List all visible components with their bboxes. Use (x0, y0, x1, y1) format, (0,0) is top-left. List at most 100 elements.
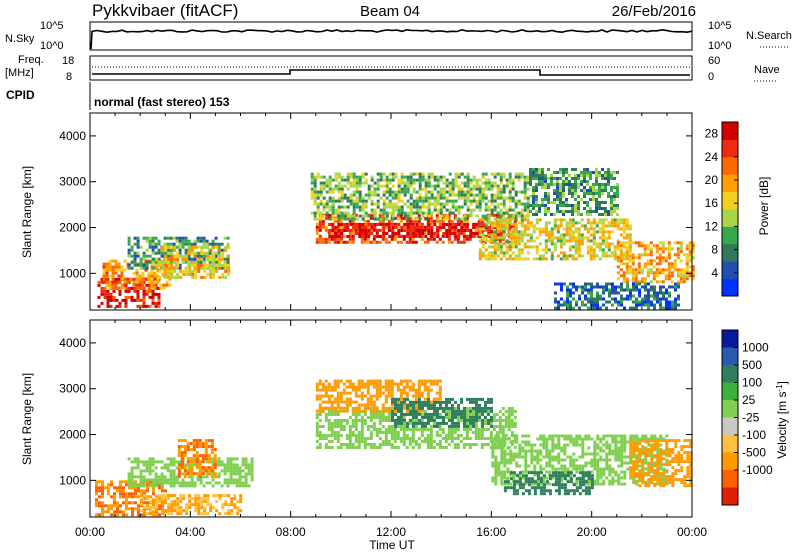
heatmap-cell (167, 272, 171, 276)
heatmap-cell (571, 195, 574, 198)
heatmap-cell (619, 259, 623, 263)
heatmap-cell (450, 222, 454, 226)
heatmap-cell (111, 274, 115, 278)
heatmap-cell (415, 229, 419, 232)
heatmap-cell (406, 181, 410, 185)
heatmap-cell (459, 440, 463, 443)
heatmap-cell (402, 437, 406, 440)
heatmap-cell (181, 481, 185, 485)
heatmap-cell (339, 397, 343, 401)
heatmap-cell (342, 425, 346, 428)
heatmap-cell (691, 277, 695, 281)
heatmap-cell (197, 509, 201, 513)
heatmap-cell (382, 193, 386, 197)
heatmap-cell (172, 457, 176, 461)
heatmap-cell (493, 236, 497, 240)
heatmap-cell (331, 187, 335, 191)
heatmap-cell (394, 190, 398, 194)
heatmap-cell (187, 245, 191, 249)
heatmap-cell (667, 247, 671, 251)
heatmap-cell (403, 397, 406, 401)
heatmap-cell (510, 425, 514, 428)
heatmap-cell (553, 213, 556, 216)
heatmap-cell (436, 190, 440, 194)
heatmap-cell (556, 180, 559, 183)
heatmap-cell (203, 506, 207, 510)
heatmap-cell (375, 409, 379, 413)
heatmap-cell (649, 253, 653, 257)
heatmap-cell (241, 475, 245, 479)
heatmap-cell (457, 235, 461, 238)
heatmap-cell (108, 280, 112, 284)
heatmap-cell (508, 233, 512, 237)
heatmap-cell (408, 406, 412, 410)
heatmap-cell (403, 202, 407, 206)
heatmap-cell (388, 178, 392, 182)
heatmap-cell (175, 475, 179, 479)
heatmap-cell (559, 168, 562, 171)
heatmap-cell (328, 217, 332, 221)
heatmap-cell (625, 268, 629, 272)
heatmap-cell (244, 481, 248, 485)
heatmap-cell (451, 178, 455, 182)
heatmap-cell (483, 443, 487, 446)
heatmap-cell (378, 391, 382, 395)
heatmap-cell (331, 211, 335, 215)
heatmap-cell (523, 175, 527, 179)
heatmap-cell (508, 248, 512, 252)
heatmap-cell (480, 431, 484, 434)
heatmap-cell (457, 208, 461, 212)
heatmap-cell (112, 298, 116, 302)
heatmap-cell (448, 181, 452, 185)
heatmap-cell (360, 394, 364, 398)
heatmap-cell (469, 187, 473, 191)
heatmap-cell (343, 184, 347, 188)
heatmap-cell (209, 263, 213, 267)
heatmap-cell (379, 208, 383, 212)
heatmap-cell (541, 198, 544, 201)
heatmap-cell (445, 181, 449, 185)
heatmap-cell (565, 180, 568, 183)
heatmap-cell (526, 257, 530, 261)
heatmap-cell (98, 480, 101, 484)
heatmap-cell (232, 469, 236, 473)
heatmap-cell (327, 231, 331, 235)
heatmap-cell (587, 282, 590, 286)
heatmap-cell (385, 184, 389, 188)
heatmap-cell (111, 265, 115, 269)
heatmap-cell (617, 285, 620, 289)
heatmap-cell (423, 240, 427, 244)
heatmap-cell (445, 196, 449, 200)
heatmap-cell (175, 236, 179, 240)
heatmap-cell (151, 292, 155, 296)
heatmap-cell (142, 263, 146, 267)
heatmap-cell (589, 213, 592, 216)
heatmap-cell (145, 469, 149, 473)
heatmap-cell (133, 242, 137, 246)
heatmap-cell (465, 416, 469, 419)
heatmap-cell (370, 226, 374, 229)
heatmap-cell (154, 251, 158, 255)
heatmap-cell (490, 227, 494, 231)
heatmap-cell (333, 413, 337, 416)
heatmap-cell (593, 306, 596, 310)
heatmap-cell (180, 466, 184, 470)
heatmap-cell (465, 428, 469, 431)
heatmap-cell (415, 415, 418, 419)
heatmap-cell (411, 428, 415, 431)
heatmap-cell (436, 229, 440, 232)
heatmap-cell (465, 216, 469, 220)
heatmap-cell (127, 295, 131, 299)
heatmap-cell (493, 184, 497, 188)
heatmap-cell (535, 189, 538, 192)
heatmap-cell (605, 288, 608, 292)
heatmap-cell (348, 234, 352, 238)
heatmap-cell (400, 409, 403, 413)
heatmap-cell (409, 403, 412, 407)
heatmap-cell (102, 277, 106, 281)
heatmap-cell (448, 172, 452, 176)
heatmap-cell (635, 300, 638, 304)
heatmap-cell (330, 425, 334, 428)
heatmap-cell (484, 226, 488, 229)
heatmap-cell (210, 439, 214, 443)
